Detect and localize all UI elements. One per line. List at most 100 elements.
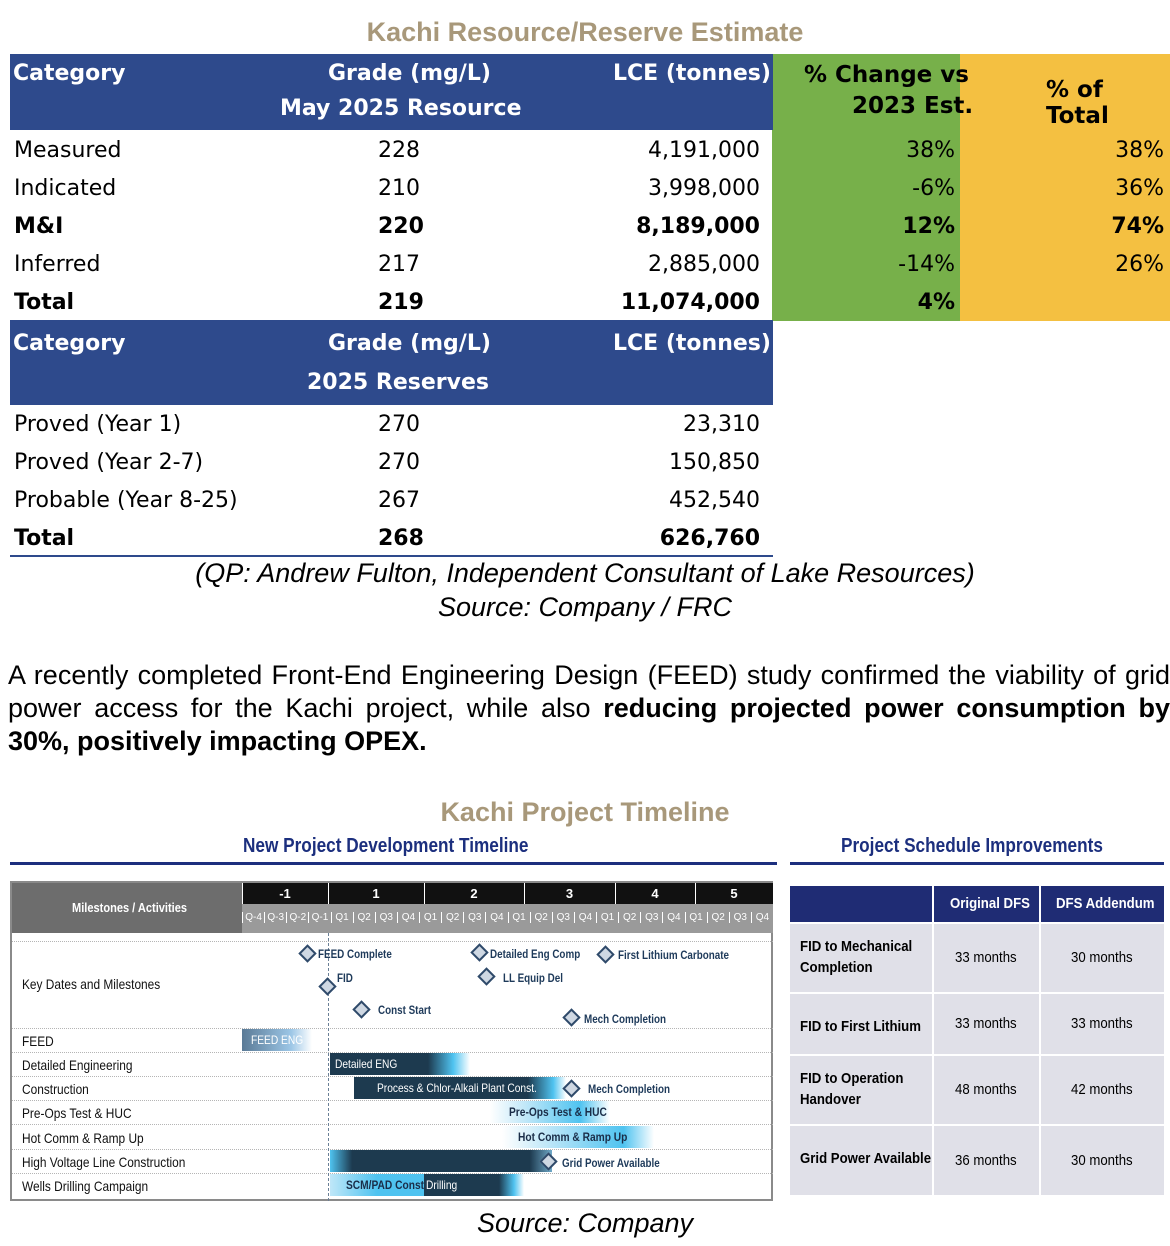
schedule-addendum: 42 months bbox=[1071, 1081, 1133, 1098]
reserve-grade-header: Grade (mg/L) bbox=[328, 331, 491, 356]
milestone-diamond bbox=[562, 1008, 581, 1027]
gantt-quarter-label: Q2 bbox=[441, 912, 463, 923]
reserve-row-category: Proved (Year 1) bbox=[14, 412, 182, 437]
gantt-quarter-label: Q-2 bbox=[286, 912, 308, 923]
milestone-label: Mech Completion bbox=[584, 1012, 667, 1026]
gantt-row-label: Key Dates and Milestones bbox=[22, 976, 161, 992]
resource-row-category: Total bbox=[14, 290, 75, 315]
milestone-label: LL Equip Del bbox=[503, 971, 563, 985]
milestone-label: FID bbox=[337, 971, 353, 985]
schedule-cell-bg bbox=[790, 924, 932, 992]
gantt-row-label: Detailed Engineering bbox=[22, 1057, 133, 1073]
construction-ms-label: Mech Completion bbox=[588, 1082, 671, 1096]
gantt-row-label: Construction bbox=[22, 1081, 89, 1097]
feed-bar-label: FEED ENG bbox=[251, 1033, 304, 1047]
construction-bar bbox=[354, 1077, 566, 1099]
resource-row-change: 4% bbox=[917, 290, 955, 315]
gantt-row-divider bbox=[12, 1173, 773, 1174]
gantt-year-label: -1 bbox=[279, 886, 291, 901]
gantt-quarter-label: Q4 bbox=[396, 912, 419, 923]
schedule-addendum: 30 months bbox=[1071, 949, 1133, 966]
schedule-header-blank bbox=[790, 886, 932, 922]
wells-b-label: Drilling bbox=[426, 1178, 458, 1192]
reserve-row-category: Probable (Year 8-25) bbox=[14, 488, 238, 513]
gantt-quarter-label: Q2 bbox=[706, 912, 729, 923]
gantt-year-label: 4 bbox=[651, 886, 659, 901]
feed-bar bbox=[242, 1029, 312, 1051]
resource-row-grade: 228 bbox=[378, 138, 420, 163]
gantt-quarter-label: Q1 bbox=[330, 912, 353, 923]
resource-row-change: -14% bbox=[898, 252, 955, 277]
gantt-quarter-label: Q1 bbox=[419, 912, 441, 923]
schedule-cell-bg bbox=[1041, 1126, 1164, 1195]
resource-category-header: Category bbox=[13, 61, 126, 86]
schedule-cell-bg bbox=[790, 994, 932, 1054]
construction-label: Process & Chlor-Alkali Plant Const. bbox=[377, 1081, 537, 1095]
gantt-row-label: High Voltage Line Construction bbox=[22, 1154, 186, 1170]
milestone-diamond bbox=[470, 943, 489, 962]
gantt-header-cell bbox=[12, 883, 242, 933]
reserve-category-header: Category bbox=[13, 331, 126, 356]
resource-row-category: M&I bbox=[14, 214, 64, 239]
paragraph-normal: A recently completed Front-End Engineeri… bbox=[8, 660, 1170, 723]
resource-row-lce: 8,189,000 bbox=[636, 214, 760, 239]
change-header-line1: % Change vs bbox=[804, 62, 969, 88]
gantt-header-label: Milestones / Activities bbox=[72, 900, 188, 915]
schedule-original: 48 months bbox=[955, 1081, 1017, 1098]
hotcomm-label: Hot Comm & Ramp Up bbox=[518, 1130, 628, 1144]
schedule-original: 33 months bbox=[955, 1015, 1017, 1032]
resource-row-category: Indicated bbox=[14, 176, 117, 201]
timeline-title: Kachi Project Timeline bbox=[440, 797, 730, 827]
gantt-subtitle-rule bbox=[10, 862, 777, 865]
gantt-row-divider bbox=[12, 1076, 773, 1077]
schedule-cell-bg bbox=[934, 994, 1039, 1054]
resource-row-grade: 220 bbox=[378, 214, 424, 239]
reserve-row-grade: 270 bbox=[378, 412, 420, 437]
resource-reserve-table: Category Grade (mg/L) LCE (tonnes) May 2… bbox=[10, 54, 1170, 557]
gantt-quarter-label: Q1 bbox=[507, 912, 530, 923]
schedule-row-label-2: Handover bbox=[800, 1091, 861, 1108]
paragraph-bold: reducing projected power consumption by … bbox=[8, 693, 1170, 756]
milestone-label: Const Start bbox=[378, 1003, 432, 1017]
reserve-row-category: Total bbox=[14, 526, 75, 551]
hv-line-bar bbox=[330, 1150, 552, 1172]
gantt-quarter-label: Q2 bbox=[618, 912, 640, 923]
gantt-year-label: 1 bbox=[372, 886, 380, 901]
resource-row-lce: 4,191,000 bbox=[648, 138, 760, 163]
schedule-addendum: 33 months bbox=[1071, 1015, 1133, 1032]
milestone-diamond bbox=[318, 977, 337, 996]
gantt-year-label: 3 bbox=[565, 886, 574, 901]
source-caption-2: Source: Company bbox=[476, 1208, 694, 1238]
resource-row-grade: 217 bbox=[378, 252, 420, 277]
reserve-row-lce: 626,760 bbox=[659, 526, 760, 551]
detailed-eng-label: Detailed ENG bbox=[335, 1057, 398, 1071]
schedule-col2-label: DFS Addendum bbox=[1056, 895, 1155, 912]
resource-row-lce: 2,885,000 bbox=[648, 252, 760, 277]
gantt-year-band bbox=[242, 883, 773, 904]
gantt-quarter-label: Q3 bbox=[728, 912, 751, 923]
hotcomm-bar bbox=[502, 1126, 654, 1148]
reserve-row-lce: 452,540 bbox=[669, 488, 760, 513]
wells-a-label: SCM/PAD Const. bbox=[346, 1178, 427, 1192]
schedule-cell-bg bbox=[934, 1126, 1039, 1195]
gantt-quarter-label: Q3 bbox=[374, 912, 397, 923]
resource-row-grade: 219 bbox=[378, 290, 424, 315]
schedule-cell-bg bbox=[790, 1126, 932, 1195]
milestone-diamond bbox=[596, 945, 615, 964]
schedule-table: Original DFS DFS Addendum FID to Mechani… bbox=[790, 886, 1164, 1195]
resource-row-pct: 26% bbox=[1115, 252, 1164, 277]
gantt-row-divider bbox=[12, 941, 773, 942]
milestone-label: First Lithium Carbonate bbox=[618, 948, 729, 962]
resource-row-category: Inferred bbox=[14, 252, 101, 277]
milestone-diamond bbox=[477, 967, 496, 986]
gantt-quarter-label: Q1 bbox=[684, 912, 707, 923]
resource-row-pct: 36% bbox=[1115, 176, 1164, 201]
schedule-cell-bg bbox=[790, 1056, 932, 1124]
milestone-label: Detailed Eng Comp bbox=[490, 947, 581, 961]
gantt-quarter-label: Q1 bbox=[596, 912, 618, 923]
gantt-quarter-label: Q4 bbox=[485, 912, 507, 923]
gantt-quarter-label: Q-3 bbox=[264, 912, 286, 923]
resource-lce-header: LCE (tonnes) bbox=[613, 61, 771, 86]
resource-row-category: Measured bbox=[14, 138, 122, 163]
schedule-col1-label: Original DFS bbox=[950, 895, 1030, 912]
